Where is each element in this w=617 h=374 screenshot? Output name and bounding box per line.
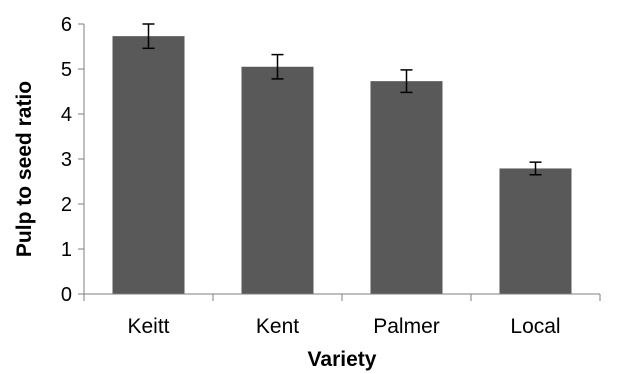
x-axis-ticks — [83, 294, 601, 301]
x-category-labels: Keitt Kent Palmer Local — [127, 315, 560, 338]
x-tick-label: Kent — [256, 315, 299, 338]
error-bar-kent — [271, 53, 284, 80]
error-bar-palmer — [400, 69, 413, 94]
x-axis-title: Variety — [308, 348, 377, 371]
x-tick-label: Keitt — [127, 315, 169, 338]
bar-keitt — [112, 36, 185, 295]
error-bar-keitt — [142, 23, 155, 50]
bar-palmer — [370, 81, 443, 295]
error-bar-local — [529, 161, 542, 176]
y-axis-title: Pulp to seed ratio — [13, 81, 36, 257]
y-axis-ticks: 0 1 2 3 4 5 6 — [61, 14, 84, 306]
y-tick-label: 6 — [61, 14, 72, 36]
bar-local — [499, 168, 572, 294]
y-tick-label: 5 — [61, 59, 72, 81]
x-tick-label: Palmer — [373, 315, 440, 338]
bar-kent — [241, 66, 314, 294]
y-tick-label: 0 — [61, 284, 72, 306]
x-tick-label: Local — [510, 315, 560, 338]
error-bars-group — [142, 23, 542, 176]
y-tick-label: 4 — [61, 104, 72, 126]
y-tick-label: 3 — [61, 149, 72, 171]
bars-group — [112, 36, 572, 295]
y-tick-label: 2 — [61, 194, 72, 216]
y-tick-label: 1 — [61, 239, 72, 261]
